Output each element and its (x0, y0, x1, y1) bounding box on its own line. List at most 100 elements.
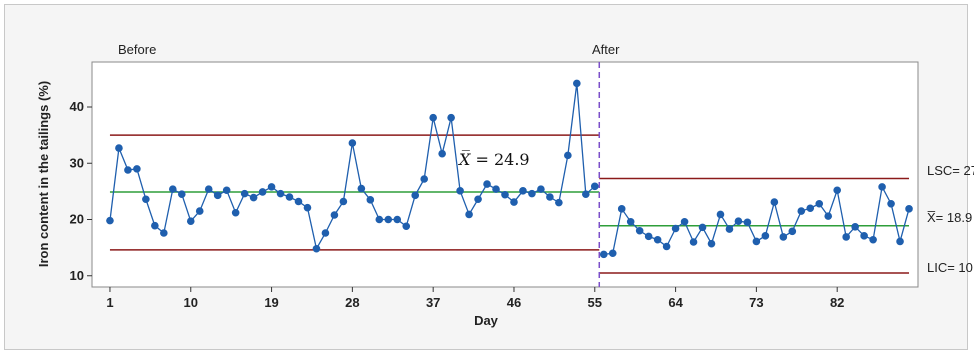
data-point (761, 232, 770, 240)
data-point (590, 182, 599, 191)
after-ucl-label: LSC= 27.3 (927, 163, 974, 178)
data-point (231, 208, 240, 217)
data-point (716, 210, 725, 219)
data-point (869, 235, 877, 244)
data-point (788, 227, 797, 236)
data-point (402, 222, 411, 231)
data-point (896, 237, 904, 246)
data-point (851, 223, 859, 231)
data-point (599, 250, 608, 259)
data-point (573, 79, 581, 88)
x-tick-label: 1 (106, 295, 113, 310)
data-point (160, 229, 168, 237)
data-point (626, 217, 635, 226)
data-point (608, 249, 617, 258)
data-point (133, 165, 141, 173)
data-point (752, 237, 761, 246)
y-tick-label: 10 (70, 268, 84, 283)
data-point (905, 205, 913, 213)
data-point (438, 149, 446, 158)
data-point (124, 166, 132, 174)
data-point (680, 217, 689, 226)
before-mean-symbol: X̅ = (457, 149, 494, 169)
data-point (555, 198, 563, 207)
data-point (384, 215, 393, 224)
y-tick-label: 40 (70, 99, 84, 114)
phase-label-before: Before (118, 42, 156, 57)
before-mean-annotation: X̅ = 24.9 (457, 149, 530, 169)
data-point (707, 239, 716, 248)
x-tick-label: 82 (830, 295, 844, 310)
data-point (537, 185, 545, 193)
data-point (267, 183, 276, 191)
data-point (169, 185, 177, 193)
y-tick-label: 30 (70, 155, 84, 170)
data-point (366, 196, 375, 204)
data-point (285, 193, 294, 201)
data-point (725, 225, 734, 233)
data-point (842, 233, 850, 241)
data-point (276, 189, 285, 198)
data-point (321, 229, 330, 237)
data-point (204, 185, 213, 193)
data-point (222, 186, 231, 195)
x-tick-label: 37 (426, 295, 440, 310)
data-point (492, 185, 500, 193)
data-point (689, 238, 698, 246)
data-point (779, 233, 788, 241)
data-point (743, 218, 752, 227)
data-point (734, 217, 743, 225)
data-point (617, 205, 626, 213)
data-point (582, 190, 590, 198)
x-tick-label: 10 (184, 295, 198, 310)
data-point (510, 198, 518, 206)
data-point (878, 183, 886, 191)
data-point (501, 190, 509, 199)
after-lcl-label: LIC= 10.5 (927, 260, 974, 275)
data-point (186, 217, 195, 225)
data-point (564, 151, 572, 160)
data-point (348, 139, 357, 147)
x-tick-label: 28 (345, 295, 359, 310)
data-point (815, 199, 824, 208)
data-point (115, 144, 123, 152)
data-point (698, 223, 707, 232)
data-point (303, 203, 312, 212)
x-tick-label: 46 (507, 295, 521, 310)
x-axis-title: Day (474, 313, 499, 328)
x-tick-label: 64 (668, 295, 683, 310)
data-point (258, 188, 267, 196)
data-point (357, 184, 366, 193)
data-point (447, 113, 455, 122)
data-point (177, 190, 186, 198)
x-tick-label: 19 (264, 295, 278, 310)
data-point (653, 235, 662, 244)
data-point (151, 221, 159, 230)
data-point (330, 211, 339, 219)
x-tick-label: 73 (749, 295, 763, 310)
data-point (635, 226, 644, 235)
data-point (142, 195, 150, 204)
data-point (662, 242, 671, 251)
data-point (671, 224, 680, 233)
data-point (339, 197, 348, 206)
data-point (546, 193, 554, 201)
data-point (770, 198, 779, 206)
y-tick-label: 20 (70, 212, 84, 227)
phase-label-after: After (592, 42, 620, 57)
data-point (483, 180, 491, 188)
data-point (456, 187, 464, 195)
data-point (429, 113, 437, 122)
before-mean-value: 24.9 (494, 150, 530, 169)
data-point (312, 244, 321, 253)
data-point (240, 189, 249, 198)
data-point (106, 216, 114, 225)
data-point (644, 232, 653, 241)
after-mean-label: X̅= 18.9 (927, 210, 972, 225)
data-point (195, 207, 204, 215)
data-point (411, 191, 420, 200)
data-point (375, 215, 384, 224)
plot-area (91, 61, 919, 288)
data-point (213, 191, 222, 200)
